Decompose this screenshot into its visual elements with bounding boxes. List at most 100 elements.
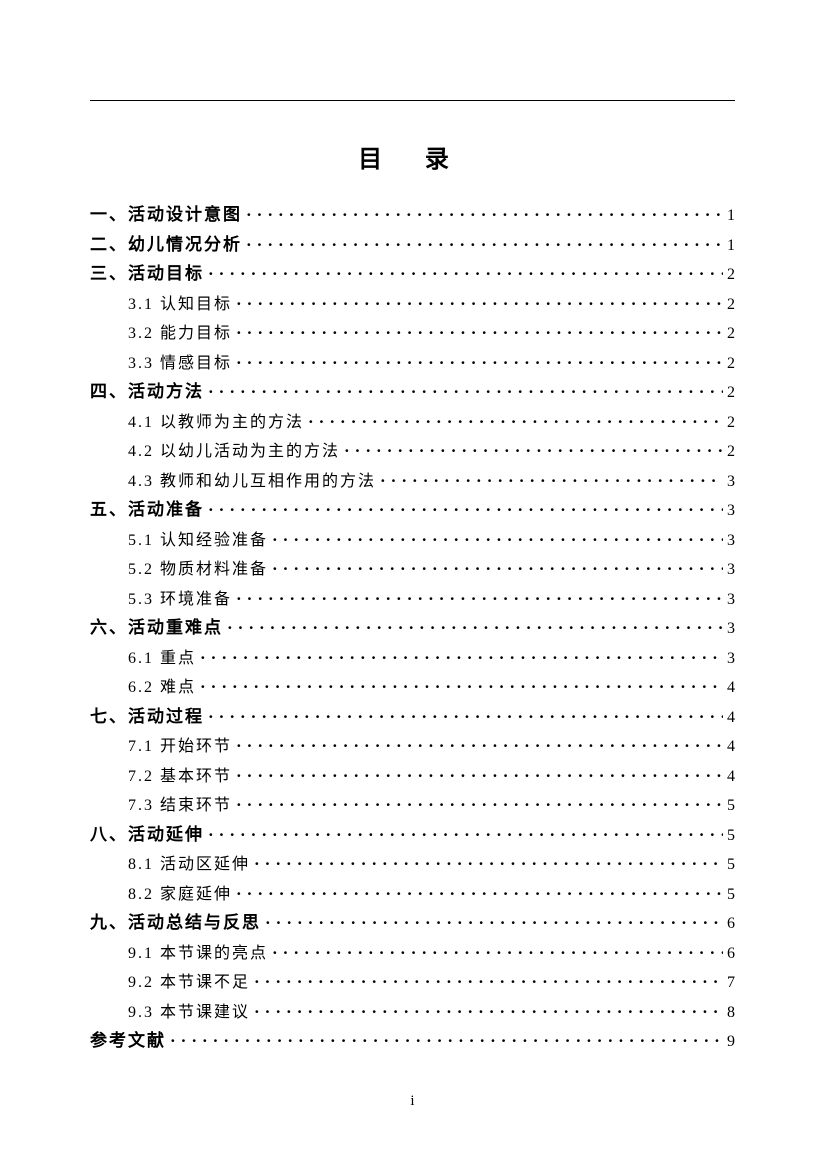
- toc-entry-page: 3: [723, 468, 735, 496]
- toc-dot-leader: [232, 731, 723, 760]
- toc-entry-page: 2: [723, 291, 735, 319]
- toc-entry-page: 5: [723, 881, 735, 909]
- toc-dot-leader: [340, 436, 723, 465]
- toc-entry-label: 9.2 本节课不足: [128, 969, 250, 997]
- toc-entry-label: 4.2 以幼儿活动为主的方法: [128, 438, 340, 466]
- toc-dot-leader: [223, 613, 723, 642]
- toc-entry-page: 2: [723, 320, 735, 348]
- toc-entry: 7.2 基本环节 4: [90, 761, 735, 791]
- toc-entry: 6.2 难点 4: [90, 672, 735, 702]
- toc-entry-page: 5: [723, 851, 735, 879]
- toc-entry-label: 8.1 活动区延伸: [128, 851, 250, 879]
- toc-entry-page: 5: [723, 792, 735, 820]
- toc-dot-leader: [232, 318, 723, 347]
- toc-entry-label: 四、活动方法: [90, 377, 204, 406]
- toc-entry-label: 六、活动重难点: [90, 613, 223, 642]
- toc-entry-page: 5: [723, 822, 735, 850]
- toc-entry: 5.1 认知经验准备 3: [90, 525, 735, 555]
- toc-dot-leader: [204, 259, 723, 288]
- toc-entry-label: 4.3 教师和幼儿互相作用的方法: [128, 468, 376, 496]
- toc-entry-label: 5.3 环境准备: [128, 586, 232, 614]
- toc-entry: 7.3 结束环节5: [90, 790, 735, 820]
- toc-dot-leader: [250, 849, 723, 878]
- toc-entry-label: 九、活动总结与反思: [90, 908, 261, 937]
- toc-entry-page: 8: [723, 999, 735, 1027]
- toc-entry-page: 4: [723, 763, 735, 791]
- toc-dot-leader: [250, 997, 723, 1026]
- toc-dot-leader: [268, 525, 723, 554]
- toc-entry-label: 7.1 开始环节: [128, 733, 232, 761]
- toc-entry: 3.3 情感目标2: [90, 348, 735, 378]
- toc-dot-leader: [250, 967, 723, 996]
- toc-entry: 8.1 活动区延伸 5: [90, 849, 735, 879]
- toc-entry: 七、活动过程 4: [90, 702, 735, 732]
- toc-entry-page: 2: [723, 261, 735, 289]
- toc-entry-page: 9: [723, 1028, 735, 1056]
- toc-entry-label: 9.3 本节课建议: [128, 999, 250, 1027]
- toc-entry: 9.3 本节课建议 8: [90, 997, 735, 1027]
- toc-entry-page: 3: [723, 497, 735, 525]
- toc-entry-page: 3: [723, 615, 735, 643]
- toc-entry: 一、活动设计意图 1: [90, 200, 735, 230]
- toc-entry-label: 七、活动过程: [90, 702, 204, 731]
- toc-entry-page: 1: [723, 232, 735, 260]
- document-page: 目 录 一、活动设计意图1二、幼儿情况分析1三、活动目标23.1 认知目标23.…: [0, 0, 825, 1168]
- toc-entry-label: 一、活动设计意图: [90, 200, 242, 229]
- table-of-contents: 一、活动设计意图1二、幼儿情况分析1三、活动目标23.1 认知目标23.2 能力…: [90, 200, 735, 1056]
- toc-entry-page: 1: [723, 202, 735, 230]
- toc-entry-page: 4: [723, 674, 735, 702]
- toc-entry-label: 5.2 物质材料准备: [128, 556, 268, 584]
- toc-entry-page: 2: [723, 409, 735, 437]
- toc-entry: 参考文献 9: [90, 1026, 735, 1056]
- toc-dot-leader: [196, 672, 723, 701]
- toc-entry-label: 参考文献: [90, 1026, 166, 1055]
- toc-dot-leader: [242, 230, 723, 259]
- toc-entry: 5.2 物质材料准备 3: [90, 554, 735, 584]
- toc-entry: 3.2 能力目标 2: [90, 318, 735, 348]
- toc-dot-leader: [232, 348, 723, 377]
- toc-entry-page: 2: [723, 438, 735, 466]
- toc-entry-label: 三、活动目标: [90, 259, 204, 288]
- toc-entry-label: 5.1 认知经验准备: [128, 527, 268, 555]
- toc-entry-label: 3.1 认知目标: [128, 291, 232, 319]
- toc-entry: 三、活动目标 2: [90, 259, 735, 289]
- toc-entry-page: 2: [723, 379, 735, 407]
- toc-entry: 7.1 开始环节 4: [90, 731, 735, 761]
- toc-dot-leader: [204, 702, 723, 731]
- toc-entry: 二、幼儿情况分析 1: [90, 230, 735, 260]
- toc-entry-page: 3: [723, 556, 735, 584]
- toc-entry: 5.3 环境准备3: [90, 584, 735, 614]
- toc-entry: 3.1 认知目标 2: [90, 289, 735, 319]
- toc-entry-label: 3.2 能力目标: [128, 320, 232, 348]
- toc-dot-leader: [232, 790, 723, 819]
- toc-dot-leader: [232, 584, 723, 613]
- toc-entry-page: 3: [723, 645, 735, 673]
- toc-dot-leader: [204, 377, 723, 406]
- toc-entry-page: 6: [723, 940, 735, 968]
- toc-dot-leader: [376, 466, 723, 495]
- page-number: i: [0, 1093, 825, 1110]
- toc-entry-page: 7: [723, 969, 735, 997]
- toc-title: 目 录: [90, 139, 735, 174]
- toc-entry-page: 4: [723, 704, 735, 732]
- toc-entry-label: 8.2 家庭延伸: [128, 881, 232, 909]
- toc-entry-label: 9.1 本节课的亮点: [128, 940, 268, 968]
- toc-dot-leader: [242, 200, 723, 229]
- toc-entry-label: 八、活动延伸: [90, 820, 204, 849]
- toc-entry-page: 3: [723, 527, 735, 555]
- toc-dot-leader: [232, 289, 723, 318]
- toc-dot-leader: [204, 820, 723, 849]
- toc-entry: 四、活动方法 2: [90, 377, 735, 407]
- toc-entry-label: 二、幼儿情况分析: [90, 230, 242, 259]
- toc-entry-page: 4: [723, 733, 735, 761]
- toc-entry-label: 4.1 以教师为主的方法: [128, 409, 304, 437]
- toc-dot-leader: [204, 495, 723, 524]
- toc-entry-label: 3.3 情感目标: [128, 350, 232, 378]
- toc-dot-leader: [196, 643, 723, 672]
- toc-entry: 4.3 教师和幼儿互相作用的方法 3: [90, 466, 735, 496]
- toc-dot-leader: [268, 938, 723, 967]
- toc-entry-label: 7.2 基本环节: [128, 763, 232, 791]
- toc-dot-leader: [232, 761, 723, 790]
- toc-entry: 9.1 本节课的亮点 6: [90, 938, 735, 968]
- toc-entry-label: 6.2 难点: [128, 674, 196, 702]
